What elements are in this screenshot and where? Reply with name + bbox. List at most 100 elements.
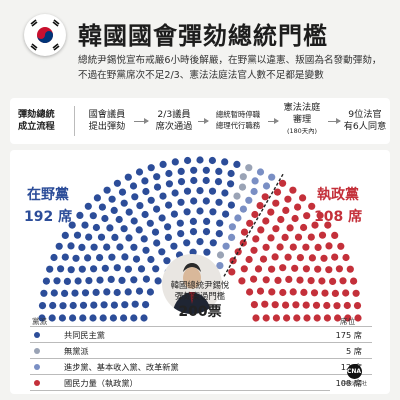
seat-dot [90, 243, 98, 251]
seat-dot [153, 173, 161, 181]
seat-dot [316, 211, 324, 219]
seat-dot [46, 265, 54, 273]
seat-dot [63, 277, 71, 285]
seat-dot [142, 187, 150, 196]
seat-dot [136, 202, 144, 210]
seat-dot [209, 208, 217, 216]
seat-dot [239, 205, 247, 213]
seat-dot [353, 302, 362, 310]
seat-dot [284, 195, 292, 203]
seat-dot [152, 265, 160, 273]
seat-dot [154, 277, 162, 285]
seat-dot [329, 277, 337, 285]
seat-dot [262, 276, 270, 284]
seat-dot [250, 187, 258, 196]
seat-dot [294, 203, 302, 211]
seat-dot [132, 255, 141, 263]
seat-dot [57, 265, 65, 273]
seat-dot [251, 177, 259, 185]
seat-dot [214, 178, 223, 186]
seat-dot [196, 187, 204, 195]
seat-dot [346, 265, 354, 273]
president-photo [162, 254, 222, 314]
legend-swatch [34, 380, 40, 386]
seat-dot [147, 255, 155, 264]
seat-dot [307, 233, 315, 241]
seat-dot [159, 192, 167, 200]
seat-dot [272, 225, 280, 233]
seat-dot [208, 156, 216, 165]
seat-dot [271, 301, 279, 309]
seat-dot [58, 314, 66, 322]
seat-dot [53, 277, 61, 285]
seat-dot [158, 248, 166, 256]
seat-dot [124, 288, 132, 296]
seat-dot [101, 214, 109, 223]
subtitle: 總統尹錫悅宣布戒嚴6小時後解嚴，在野黨以違憲、叛國為名發動彈劾， 不過在野黨席次… [78, 53, 388, 83]
seat-dot [67, 266, 75, 274]
seat-dot [296, 276, 304, 284]
seat-dot [202, 166, 210, 174]
seat-dot [283, 314, 291, 322]
seat-dot [165, 169, 173, 178]
seat-dot [239, 173, 247, 181]
seat-dot [100, 301, 108, 309]
seat-dot [256, 202, 264, 210]
seat-dot [240, 265, 248, 273]
seat-dot [285, 275, 293, 283]
seat-dot [121, 253, 129, 261]
seat-dot [115, 215, 123, 224]
subtitle-line: 總統尹錫悅宣布戒嚴6小時後解嚴，在野黨以違憲、叛國為名發動彈劾， [78, 55, 382, 66]
seat-dot [352, 289, 360, 297]
seat-dot [61, 289, 69, 297]
seat-dot [69, 301, 77, 310]
seat-dot [302, 301, 310, 309]
legend-seats-header: 席位 [340, 317, 356, 326]
seat-dot [103, 243, 111, 251]
seat-dot [90, 301, 98, 309]
seat-dot [108, 195, 116, 203]
seat-dot [289, 288, 297, 296]
seat-dot [38, 314, 46, 322]
seat-dot [228, 233, 236, 241]
seat-dot [85, 277, 93, 285]
flow-step-1: 國會議員 提出彈劾 [88, 109, 126, 132]
seat-dot [59, 302, 67, 310]
seat-dot [216, 262, 224, 270]
seat-dot [118, 276, 126, 284]
seat-dot [300, 223, 308, 232]
seat-dot [239, 239, 247, 247]
seat-dot [196, 207, 204, 215]
seat-dot [289, 243, 297, 251]
seat-dot [202, 176, 210, 185]
seat-dot [84, 254, 92, 262]
seat-dot [71, 289, 79, 297]
seat-dot [140, 235, 148, 243]
seat-dot [323, 314, 331, 322]
seat-dot [130, 217, 138, 225]
seat-dot [73, 231, 82, 239]
seat-dot [137, 265, 146, 273]
seat-dot [268, 265, 276, 273]
seat-dot [147, 164, 155, 172]
seat-dot [151, 228, 160, 236]
seat-dot [228, 268, 236, 276]
legend-row: 進步黨、基本收入黨、改革新黨 12 席 [32, 361, 362, 373]
seat-dot [254, 265, 263, 273]
seat-dot [354, 314, 362, 322]
seat-dot [164, 233, 172, 241]
seat-dot [342, 253, 350, 262]
subtitle-line: 不過在野黨席次不足2/3、憲法法庭法官人數不足都是變數 [78, 70, 324, 81]
seat-dot [325, 266, 333, 274]
seat-dot [282, 301, 290, 309]
seat-dot [135, 168, 144, 176]
seat-dot [183, 239, 191, 247]
seat-dot [40, 289, 48, 297]
legend-seats: 175 席 [335, 330, 362, 340]
flow-step-5: 9位法官 有6人同意 [343, 109, 387, 132]
seat-dot [130, 276, 138, 284]
seat-dot [311, 221, 319, 229]
seat-dot [238, 277, 246, 285]
seat-dot [61, 253, 69, 261]
seat-dot [279, 179, 287, 187]
